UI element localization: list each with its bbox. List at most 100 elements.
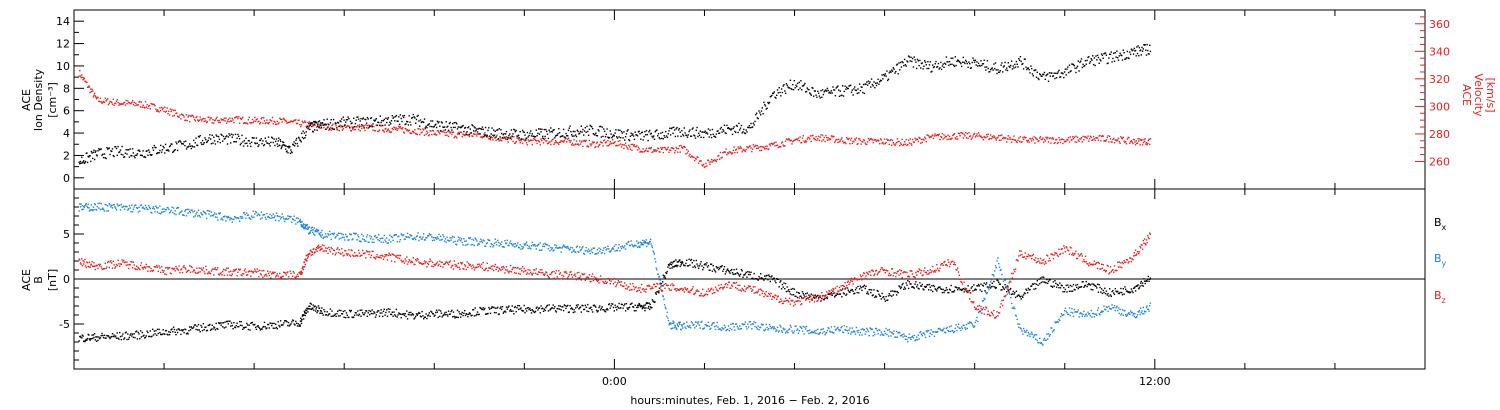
density-point: [162, 145, 164, 148]
bx-point: [496, 307, 498, 309]
bx-point: [852, 290, 854, 292]
by-point: [340, 237, 342, 239]
bx-point: [366, 315, 369, 317]
velocity-point: [973, 133, 975, 135]
velocity-point: [997, 136, 999, 139]
density-point: [806, 87, 808, 89]
density-point: [1031, 73, 1034, 75]
velocity-point: [148, 104, 151, 107]
bx-point: [932, 284, 935, 287]
bx-point: [811, 299, 813, 301]
by-point: [339, 232, 341, 234]
velocity-point: [879, 138, 882, 140]
by-point: [519, 244, 521, 246]
density-point: [945, 56, 948, 58]
velocity-point: [555, 141, 558, 143]
bx-point: [522, 310, 525, 312]
velocity-point: [230, 120, 232, 122]
density-point: [998, 71, 1001, 73]
by-point: [201, 213, 203, 215]
bx-point: [153, 330, 155, 332]
bx-point: [426, 317, 428, 320]
density-point: [502, 134, 504, 136]
velocity-point: [236, 116, 238, 118]
velocity-point: [1131, 141, 1133, 143]
density-point: [1121, 54, 1123, 57]
density-point: [489, 135, 491, 137]
bx-point: [386, 309, 388, 311]
density-point: [298, 137, 300, 139]
velocity-point: [731, 153, 733, 155]
bx-point: [329, 308, 332, 310]
velocity-point: [425, 133, 427, 135]
by-point: [407, 236, 410, 238]
by-point: [443, 236, 445, 238]
density-point: [819, 97, 821, 99]
density-point: [1131, 49, 1133, 52]
velocity-point: [198, 119, 200, 121]
velocity-point: [1096, 137, 1098, 139]
velocity-point: [837, 141, 839, 144]
density-point: [566, 135, 568, 137]
density-point: [735, 131, 737, 134]
density-point: [981, 63, 984, 65]
density-point: [750, 122, 752, 125]
velocity-point: [162, 107, 164, 109]
bx-point: [546, 304, 549, 307]
density-point: [1040, 75, 1042, 77]
by-point: [542, 245, 544, 248]
density-point: [1031, 67, 1033, 70]
by-point: [552, 250, 554, 252]
density-point: [899, 69, 901, 71]
bx-point: [957, 287, 960, 289]
density-point: [369, 125, 371, 127]
density-point: [877, 78, 879, 81]
density-point: [254, 142, 257, 145]
b-tick-label: -5: [59, 318, 70, 331]
density-point: [797, 89, 800, 91]
velocity-point: [550, 143, 552, 146]
density-point: [366, 116, 369, 119]
density-point: [317, 121, 320, 123]
bx-point: [258, 326, 260, 328]
density-point: [543, 128, 545, 131]
by-point: [409, 234, 411, 236]
by-point: [87, 203, 89, 205]
velocity-point: [101, 102, 103, 104]
density-point: [1006, 67, 1008, 69]
velocity-point: [777, 146, 779, 149]
by-point: [517, 242, 519, 244]
velocity-point: [741, 151, 743, 153]
bx-point: [1136, 285, 1139, 287]
velocity-point: [833, 141, 836, 144]
by-point: [88, 210, 91, 212]
velocity-point: [558, 141, 561, 144]
density-point: [845, 88, 847, 90]
by-point: [148, 206, 151, 209]
bx-point: [896, 291, 899, 293]
velocity-point: [1104, 140, 1107, 142]
by-point: [585, 247, 587, 249]
bx-point: [495, 312, 497, 314]
velocity-point: [462, 133, 464, 135]
by-point: [171, 206, 173, 208]
bx-point: [598, 306, 600, 309]
by-point: [196, 211, 198, 214]
density-point: [126, 153, 128, 155]
bx-point: [1026, 292, 1029, 294]
velocity-point: [915, 139, 917, 141]
density-point: [888, 72, 890, 74]
by-point: [170, 209, 172, 212]
density-point: [192, 146, 194, 148]
density-point: [236, 137, 238, 139]
velocity-point: [580, 141, 582, 143]
density-point: [563, 136, 566, 138]
density-point: [102, 153, 104, 155]
bx-point: [920, 285, 922, 287]
by-point: [126, 205, 128, 208]
velocity-point: [796, 139, 799, 141]
bx-point: [817, 294, 819, 297]
bx-point: [699, 263, 701, 265]
density-point: [288, 147, 290, 149]
velocity-point: [1077, 139, 1079, 141]
